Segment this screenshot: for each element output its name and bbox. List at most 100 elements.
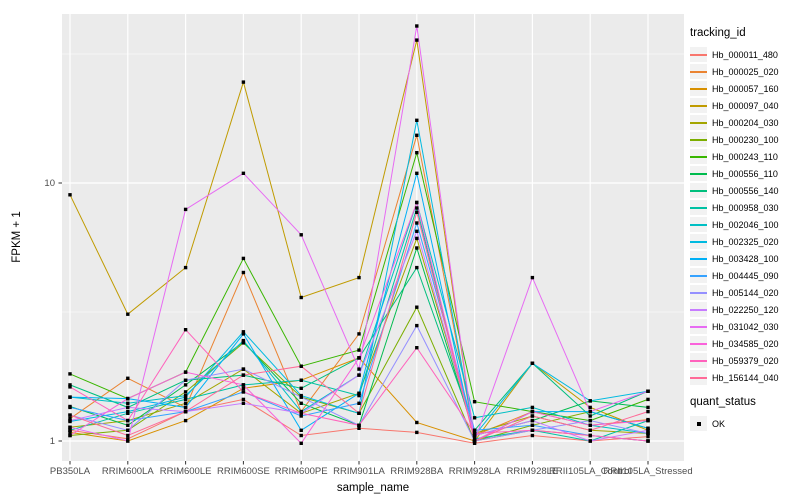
legend-item: Hb_000204_030 bbox=[690, 114, 800, 131]
legend-line-icon bbox=[690, 342, 707, 345]
legend-line-icon bbox=[690, 53, 707, 56]
legend-key-swatch bbox=[690, 268, 707, 283]
data-point-marker bbox=[646, 409, 650, 414]
legend-key-swatch bbox=[690, 81, 707, 96]
data-point-marker bbox=[588, 428, 592, 432]
data-point-marker bbox=[415, 236, 419, 241]
data-point-marker bbox=[126, 437, 130, 441]
legend-line-icon bbox=[690, 257, 707, 260]
legend-key-swatch bbox=[690, 234, 707, 249]
legend-line-icon bbox=[690, 70, 707, 73]
legend-item-label: Hb_004445_090 bbox=[712, 270, 779, 281]
data-point-marker bbox=[68, 383, 72, 387]
data-point-marker bbox=[68, 385, 72, 389]
data-point-marker bbox=[588, 418, 592, 423]
data-point-marker bbox=[415, 133, 419, 137]
data-point-marker bbox=[588, 409, 592, 414]
data-point-marker bbox=[472, 439, 477, 443]
legend-key-swatch bbox=[690, 336, 707, 351]
data-point-marker bbox=[299, 414, 303, 418]
data-point-marker bbox=[126, 423, 130, 427]
data-point-marker bbox=[241, 330, 246, 334]
data-point-marker bbox=[241, 256, 246, 261]
data-point-marker bbox=[415, 206, 419, 210]
data-point-marker bbox=[415, 118, 419, 122]
data-point-marker bbox=[415, 305, 419, 309]
data-point-marker bbox=[530, 433, 535, 438]
data-point-marker bbox=[415, 420, 419, 425]
x-tick-label: RRIM600LA bbox=[102, 466, 154, 477]
data-point-marker bbox=[357, 332, 361, 336]
x-tick-label: RRIM928LA bbox=[449, 466, 501, 477]
data-point-marker bbox=[241, 332, 246, 336]
y-tick-label: 10 bbox=[44, 178, 55, 189]
data-point-marker bbox=[415, 323, 419, 328]
data-point-marker bbox=[646, 426, 650, 430]
data-point-marker bbox=[530, 414, 535, 418]
data-point-marker bbox=[530, 361, 535, 365]
legend: tracking_id Hb_000011_480 Hb_000025_020 Hb… bbox=[690, 27, 800, 432]
data-point-marker bbox=[183, 370, 188, 374]
legend-item-label: Hb_000097_040 bbox=[712, 100, 779, 111]
data-point-marker bbox=[530, 428, 535, 432]
data-point-marker bbox=[299, 233, 303, 237]
legend-item-label: Hb_059379_020 bbox=[712, 355, 779, 366]
legend-item: Hb_000057_160 bbox=[690, 80, 800, 97]
legend-key-swatch bbox=[690, 166, 707, 181]
plot-panel bbox=[62, 14, 684, 461]
legend-item: Hb_000243_110 bbox=[690, 148, 800, 165]
data-point-marker bbox=[299, 401, 303, 405]
data-point-marker bbox=[415, 151, 419, 155]
data-point-marker bbox=[183, 409, 188, 414]
quant-ok-key bbox=[690, 416, 707, 431]
data-point-marker bbox=[68, 418, 72, 423]
data-point-marker bbox=[126, 439, 130, 443]
legend-line-icon bbox=[690, 121, 707, 124]
legend-line-icon bbox=[690, 376, 707, 379]
data-point-marker bbox=[646, 418, 650, 423]
legend-quant-status-block: quant_status OK bbox=[690, 396, 800, 432]
data-point-marker bbox=[241, 373, 246, 377]
data-point-marker bbox=[530, 423, 535, 427]
data-point-marker bbox=[241, 367, 246, 371]
legend-line-icon bbox=[690, 223, 707, 226]
data-point-marker bbox=[126, 401, 130, 405]
data-point-marker bbox=[530, 275, 535, 280]
data-point-marker bbox=[357, 391, 361, 395]
data-point-marker bbox=[183, 378, 188, 382]
data-point-marker bbox=[183, 328, 188, 332]
data-point-marker bbox=[588, 423, 592, 427]
data-point-marker bbox=[415, 430, 419, 435]
legend-line-icon bbox=[690, 325, 707, 328]
data-point-marker bbox=[415, 346, 419, 350]
data-point-marker bbox=[472, 441, 477, 445]
legend-item: Hb_022250_120 bbox=[690, 301, 800, 318]
data-point-marker bbox=[241, 397, 246, 402]
legend-item-label: Hb_034585_020 bbox=[712, 338, 779, 349]
legend-line-icon bbox=[690, 104, 707, 107]
legend-line-icon bbox=[690, 240, 707, 243]
legend-item-label: Hb_000243_110 bbox=[712, 151, 778, 162]
legend-item-label: Hb_000556_110 bbox=[712, 168, 778, 179]
data-point-marker bbox=[299, 411, 303, 415]
legend-item: Hb_031042_030 bbox=[690, 318, 800, 335]
y-tick-label: 1 bbox=[50, 436, 55, 447]
legend-item: Hb_000958_030 bbox=[690, 199, 800, 216]
data-point-marker bbox=[183, 395, 188, 399]
data-point-marker bbox=[126, 409, 130, 414]
data-point-marker bbox=[646, 397, 650, 402]
legend-item-label: OK bbox=[712, 418, 726, 429]
legend-item-label: Hb_003428_100 bbox=[712, 253, 779, 264]
data-point-marker bbox=[126, 376, 130, 380]
data-point-marker bbox=[183, 397, 188, 402]
legend-line-icon bbox=[690, 206, 707, 209]
x-tick-label: RRIM600SE bbox=[217, 466, 270, 477]
x-tick-label: PB350LA bbox=[50, 466, 91, 477]
data-point-marker bbox=[183, 401, 188, 405]
legend-title-tracking-id: tracking_id bbox=[690, 27, 746, 39]
legend-item: Hb_000097_040 bbox=[690, 97, 800, 114]
legend-key-swatch bbox=[690, 251, 707, 266]
data-point-marker bbox=[126, 396, 130, 401]
legend-item: Hb_005144_020 bbox=[690, 284, 800, 301]
